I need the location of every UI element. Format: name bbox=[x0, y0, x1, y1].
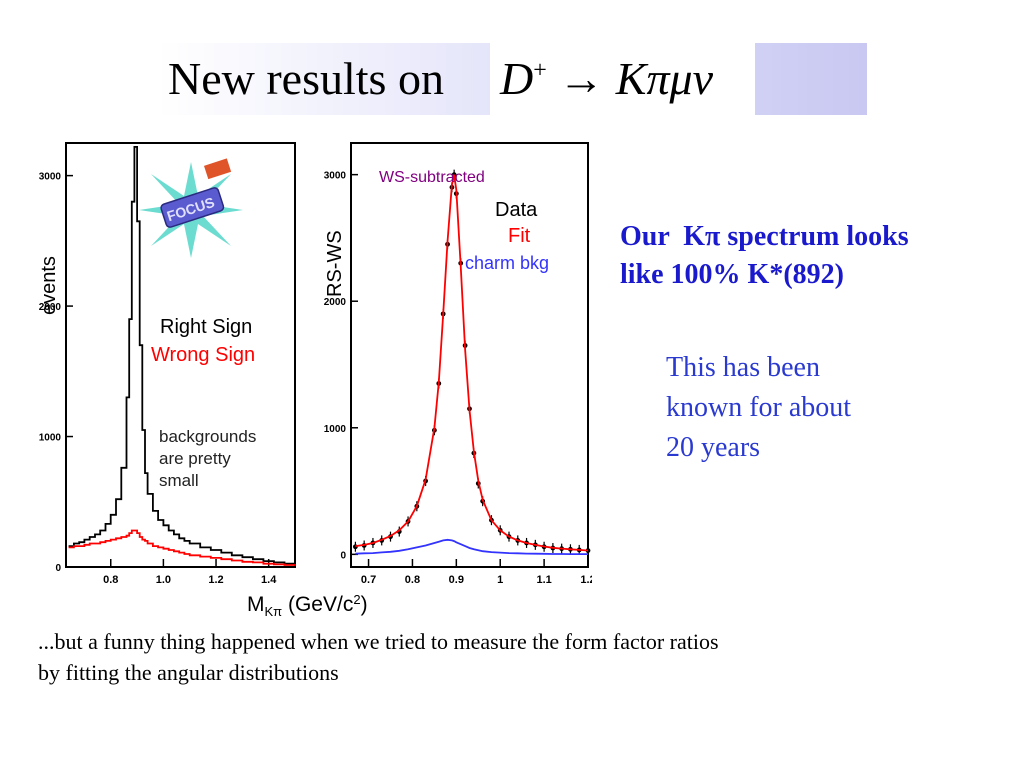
data-point bbox=[585, 548, 591, 553]
annotation-line-1: backgrounds bbox=[159, 427, 256, 446]
x-tick-label: 0.9 bbox=[449, 574, 464, 586]
x-tick-label: 0.8 bbox=[103, 574, 118, 586]
note-history: This has been known for about 20 years bbox=[666, 348, 916, 468]
left-ylabel: events bbox=[38, 256, 60, 315]
caption-line-2: by fitting the angular distributions bbox=[38, 660, 339, 685]
formula-box bbox=[490, 43, 755, 115]
xaxis-label-sup: 2 bbox=[353, 592, 360, 607]
note-kpi-line-2: like 100% K*(892) bbox=[620, 259, 844, 290]
note-kpi-line-1: Our Kπ spectrum looks bbox=[620, 221, 909, 252]
x-tick-label: 1.2 bbox=[208, 574, 223, 586]
x-tick-label: 1.2 bbox=[580, 574, 592, 586]
figure-panel: 0 1000 2000 3000 0.8 1.0 1.2 1.4 0 1000 2000 3000 0… bbox=[31, 135, 596, 625]
x-tick-label: 1 bbox=[497, 574, 503, 586]
xaxis-label-sub: Kπ bbox=[265, 604, 283, 619]
y-tick-label: 3000 bbox=[324, 171, 347, 182]
x-tick-label: 1.0 bbox=[156, 574, 171, 586]
note-history-line-1: This has been bbox=[666, 352, 820, 383]
formula-particle: D bbox=[500, 53, 534, 104]
formula-arrow: → bbox=[558, 53, 605, 104]
x-tick-label: 1.4 bbox=[261, 574, 277, 586]
logo-flag bbox=[203, 158, 232, 180]
right-plot-frame bbox=[350, 142, 589, 568]
slide-title: New results on bbox=[168, 53, 444, 104]
ws-subtracted-label: WS-subtracted bbox=[379, 169, 485, 186]
x-tick-label: 1.1 bbox=[536, 574, 551, 586]
y-tick-label: 3000 bbox=[39, 172, 62, 183]
right-plot: 0 1000 2000 3000 0.7 0.8 0.9 1 1.1 1.2 bbox=[324, 169, 596, 586]
y-tick-label: 0 bbox=[340, 550, 346, 561]
y-tick-label: 2000 bbox=[39, 302, 62, 313]
legend-wrong-sign: Wrong Sign bbox=[151, 344, 255, 366]
note-history-line-3: 20 years bbox=[666, 432, 761, 463]
left-plot-frame bbox=[65, 142, 296, 568]
xaxis-label-unit: (GeV/c bbox=[282, 593, 353, 616]
xaxis-label-close: ) bbox=[361, 593, 368, 616]
y-tick-label: 1000 bbox=[39, 433, 62, 444]
note-history-line-2: known for about bbox=[666, 392, 852, 423]
legend-right-sign: Right Sign bbox=[160, 316, 252, 338]
annotation-line-2: are pretty bbox=[159, 449, 231, 468]
title-formula: D+ → Kπμν bbox=[500, 52, 713, 105]
y-tick-label: 2000 bbox=[324, 297, 347, 308]
left-plot: 0 1000 2000 3000 0.8 1.0 1.2 1.4 bbox=[39, 146, 296, 586]
series-right-sign bbox=[68, 146, 296, 565]
xaxis-label: MKπ (GeV/c2) bbox=[247, 592, 368, 619]
slide-caption: ...but a funny thing happened when we tr… bbox=[38, 626, 998, 688]
series-fit bbox=[355, 174, 589, 552]
legend-fit: Fit bbox=[508, 225, 531, 247]
logo-plate bbox=[160, 187, 225, 228]
y-tick-label: 0 bbox=[55, 563, 61, 574]
xaxis-label-m: M bbox=[247, 593, 265, 616]
note-kpi-spectrum: Our Kπ spectrum looks like 100% K*(892) bbox=[620, 218, 1000, 294]
series-wrong-sign bbox=[68, 529, 296, 566]
focus-logo: FOCUS bbox=[139, 158, 243, 258]
y-tick-label: 1000 bbox=[324, 424, 347, 435]
formula-charge: + bbox=[533, 57, 547, 84]
legend-data: Data bbox=[495, 199, 538, 221]
right-ylabel: RS-WS bbox=[324, 230, 346, 297]
formula-products: Kπμν bbox=[615, 53, 714, 104]
caption-line-1: ...but a funny thing happened when we tr… bbox=[38, 629, 719, 654]
series-charm-bkg bbox=[355, 538, 588, 555]
annotation-line-3: small bbox=[159, 471, 199, 490]
x-tick-label: 0.7 bbox=[361, 574, 376, 586]
legend-charm-bkg: charm bkg bbox=[465, 253, 549, 273]
x-tick-label: 0.8 bbox=[405, 574, 420, 586]
